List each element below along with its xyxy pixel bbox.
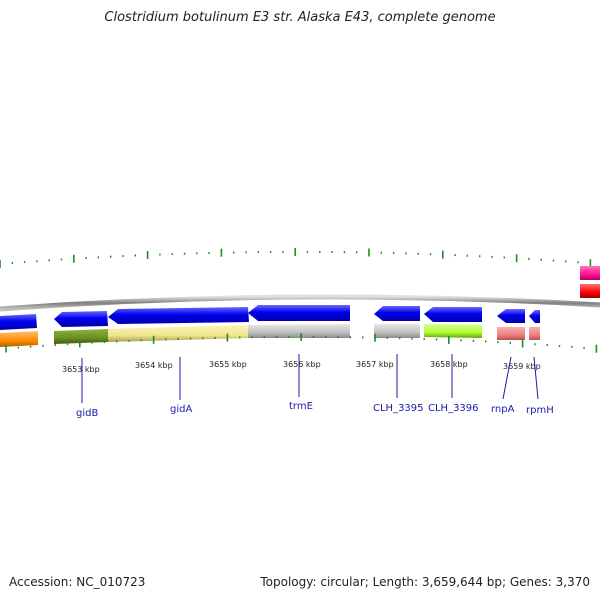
- inner-tick-track: [5, 332, 598, 353]
- ruler: 3653 kbp 3654 kbp 3655 kbp 3656 kbp 3657…: [62, 360, 541, 374]
- gene-label-gidB[interactable]: gidB: [76, 408, 98, 419]
- cds-arrow-gidB: [54, 311, 108, 327]
- cds-arrow-rnpA: [497, 309, 525, 323]
- ruler-label: 3658 kbp: [430, 360, 468, 369]
- cds-arrow-rpmH: [529, 310, 540, 323]
- genome-summary-text: Topology: circular; Length: 3,659,644 bp…: [260, 575, 590, 589]
- gene-label-leaders: [81, 354, 539, 403]
- feature-red: [580, 284, 600, 298]
- ruler-label: 3653 kbp: [62, 365, 100, 374]
- map-title: Clostridium botulinum E3 str. Alaska E43…: [104, 10, 496, 25]
- genome-backbone: [0, 294, 600, 312]
- feature-khaki: [108, 325, 248, 342]
- cds-arrow-CLH_3395: [374, 306, 420, 321]
- feature-pink-rnpA: [497, 327, 525, 340]
- gene-label-rpmH[interactable]: rpmH: [526, 405, 554, 416]
- feature-pink-rpmH: [529, 327, 540, 340]
- ruler-label: 3659 kbp: [503, 362, 541, 371]
- ruler-label: 3657 kbp: [356, 360, 394, 369]
- gene-label-trmE[interactable]: trmE: [289, 401, 313, 412]
- outer-tick-track: [0, 247, 592, 268]
- cds-arrow-left-edge: [0, 314, 37, 330]
- cds-arrow-CLH_3396: [424, 307, 482, 322]
- gene-label-CLH_3395[interactable]: CLH_3395: [373, 403, 424, 414]
- gene-labels: gidB gidA trmE CLH_3395 CLH_3396 rnpA rp…: [76, 401, 554, 419]
- accession-text: Accession: NC_010723: [9, 575, 146, 589]
- feature-gray-trmE: [248, 324, 350, 338]
- feature-olive: [54, 329, 108, 344]
- feature-gray-CLH_3395: [374, 324, 420, 338]
- gene-label-CLH_3396[interactable]: CLH_3396: [428, 403, 479, 414]
- ruler-label: 3656 kbp: [283, 360, 321, 369]
- ruler-label: 3655 kbp: [209, 360, 247, 369]
- ruler-label: 3654 kbp: [135, 361, 173, 370]
- gene-label-gidA[interactable]: gidA: [170, 404, 192, 415]
- leader-rpmH: [533, 356, 539, 400]
- leader-rnpA: [502, 356, 512, 400]
- gene-label-rnpA[interactable]: rnpA: [491, 404, 515, 415]
- feature-lime: [424, 324, 482, 338]
- cds-arrow-gidA: [108, 307, 249, 324]
- feature-magenta: [580, 266, 600, 280]
- feature-orange: [0, 331, 38, 347]
- cds-arrow-trmE: [248, 305, 350, 321]
